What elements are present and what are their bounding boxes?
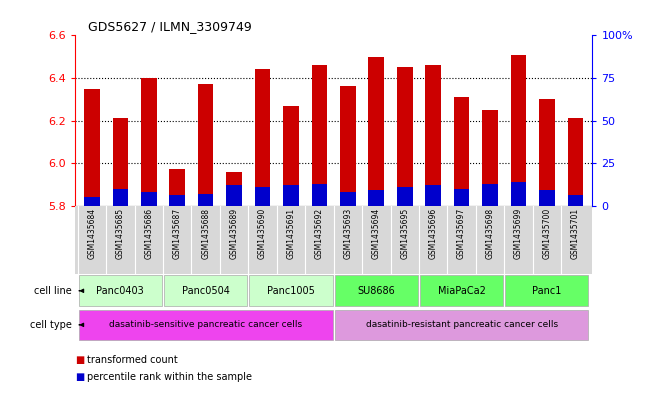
Text: GSM1435684: GSM1435684 xyxy=(87,208,96,259)
Bar xyxy=(368,57,384,206)
Bar xyxy=(164,275,247,306)
Text: MiaPaCa2: MiaPaCa2 xyxy=(437,286,486,296)
Text: GSM1435698: GSM1435698 xyxy=(486,208,495,259)
Bar xyxy=(505,275,589,306)
Text: GSM1435696: GSM1435696 xyxy=(428,208,437,259)
Bar xyxy=(568,195,583,206)
Text: GSM1435690: GSM1435690 xyxy=(258,208,267,259)
Bar xyxy=(283,185,299,206)
Text: GSM1435689: GSM1435689 xyxy=(230,208,239,259)
Text: GSM1435697: GSM1435697 xyxy=(457,208,466,259)
Bar xyxy=(454,97,469,206)
Bar xyxy=(420,275,503,306)
Bar xyxy=(198,194,214,206)
Bar xyxy=(340,86,355,206)
Text: dasatinib-resistant pancreatic cancer cells: dasatinib-resistant pancreatic cancer ce… xyxy=(366,320,558,329)
Bar xyxy=(335,275,418,306)
Text: percentile rank within the sample: percentile rank within the sample xyxy=(87,372,251,382)
Text: GSM1435691: GSM1435691 xyxy=(286,208,296,259)
Bar xyxy=(113,189,128,206)
Bar xyxy=(79,310,333,340)
Bar xyxy=(425,185,441,206)
Bar xyxy=(141,78,157,206)
Bar xyxy=(169,195,185,206)
Bar xyxy=(539,99,555,206)
Bar xyxy=(113,118,128,206)
Bar xyxy=(255,70,270,206)
Bar xyxy=(227,172,242,206)
Bar xyxy=(510,182,526,206)
Text: GSM1435695: GSM1435695 xyxy=(400,208,409,259)
Bar xyxy=(79,275,162,306)
Text: transformed count: transformed count xyxy=(87,354,177,365)
Bar xyxy=(84,197,100,206)
Text: GDS5627 / ILMN_3309749: GDS5627 / ILMN_3309749 xyxy=(88,20,252,33)
Bar xyxy=(141,192,157,206)
Text: GSM1435686: GSM1435686 xyxy=(145,208,153,259)
Text: ■: ■ xyxy=(75,354,84,365)
Text: GSM1435685: GSM1435685 xyxy=(116,208,125,259)
Bar xyxy=(340,192,355,206)
Bar xyxy=(249,275,333,306)
Text: SU8686: SU8686 xyxy=(357,286,395,296)
Bar xyxy=(368,190,384,206)
Bar xyxy=(482,184,498,206)
Text: GSM1435692: GSM1435692 xyxy=(315,208,324,259)
Bar xyxy=(169,169,185,206)
Text: GSM1435688: GSM1435688 xyxy=(201,208,210,259)
Bar xyxy=(568,118,583,206)
Bar xyxy=(539,190,555,206)
Text: dasatinib-sensitive pancreatic cancer cells: dasatinib-sensitive pancreatic cancer ce… xyxy=(109,320,302,329)
Bar xyxy=(255,187,270,206)
Text: GSM1435699: GSM1435699 xyxy=(514,208,523,259)
Text: GSM1435701: GSM1435701 xyxy=(571,208,580,259)
Bar xyxy=(425,65,441,206)
Bar xyxy=(510,55,526,206)
Bar xyxy=(312,65,327,206)
Text: cell type: cell type xyxy=(30,320,72,330)
Bar xyxy=(397,67,413,206)
Text: GSM1435700: GSM1435700 xyxy=(542,208,551,259)
Text: ■: ■ xyxy=(75,372,84,382)
Text: Panc1: Panc1 xyxy=(533,286,562,296)
Bar xyxy=(454,189,469,206)
Bar xyxy=(198,84,214,206)
Bar xyxy=(283,106,299,206)
Text: cell line: cell line xyxy=(34,286,72,296)
Bar xyxy=(397,187,413,206)
Text: GSM1435694: GSM1435694 xyxy=(372,208,381,259)
Text: GSM1435693: GSM1435693 xyxy=(343,208,352,259)
Bar xyxy=(335,310,589,340)
Text: Panc1005: Panc1005 xyxy=(267,286,315,296)
Bar xyxy=(84,88,100,206)
Bar xyxy=(312,184,327,206)
Text: GSM1435687: GSM1435687 xyxy=(173,208,182,259)
Text: Panc0504: Panc0504 xyxy=(182,286,230,296)
Bar xyxy=(482,110,498,206)
Bar xyxy=(227,185,242,206)
Text: Panc0403: Panc0403 xyxy=(96,286,145,296)
